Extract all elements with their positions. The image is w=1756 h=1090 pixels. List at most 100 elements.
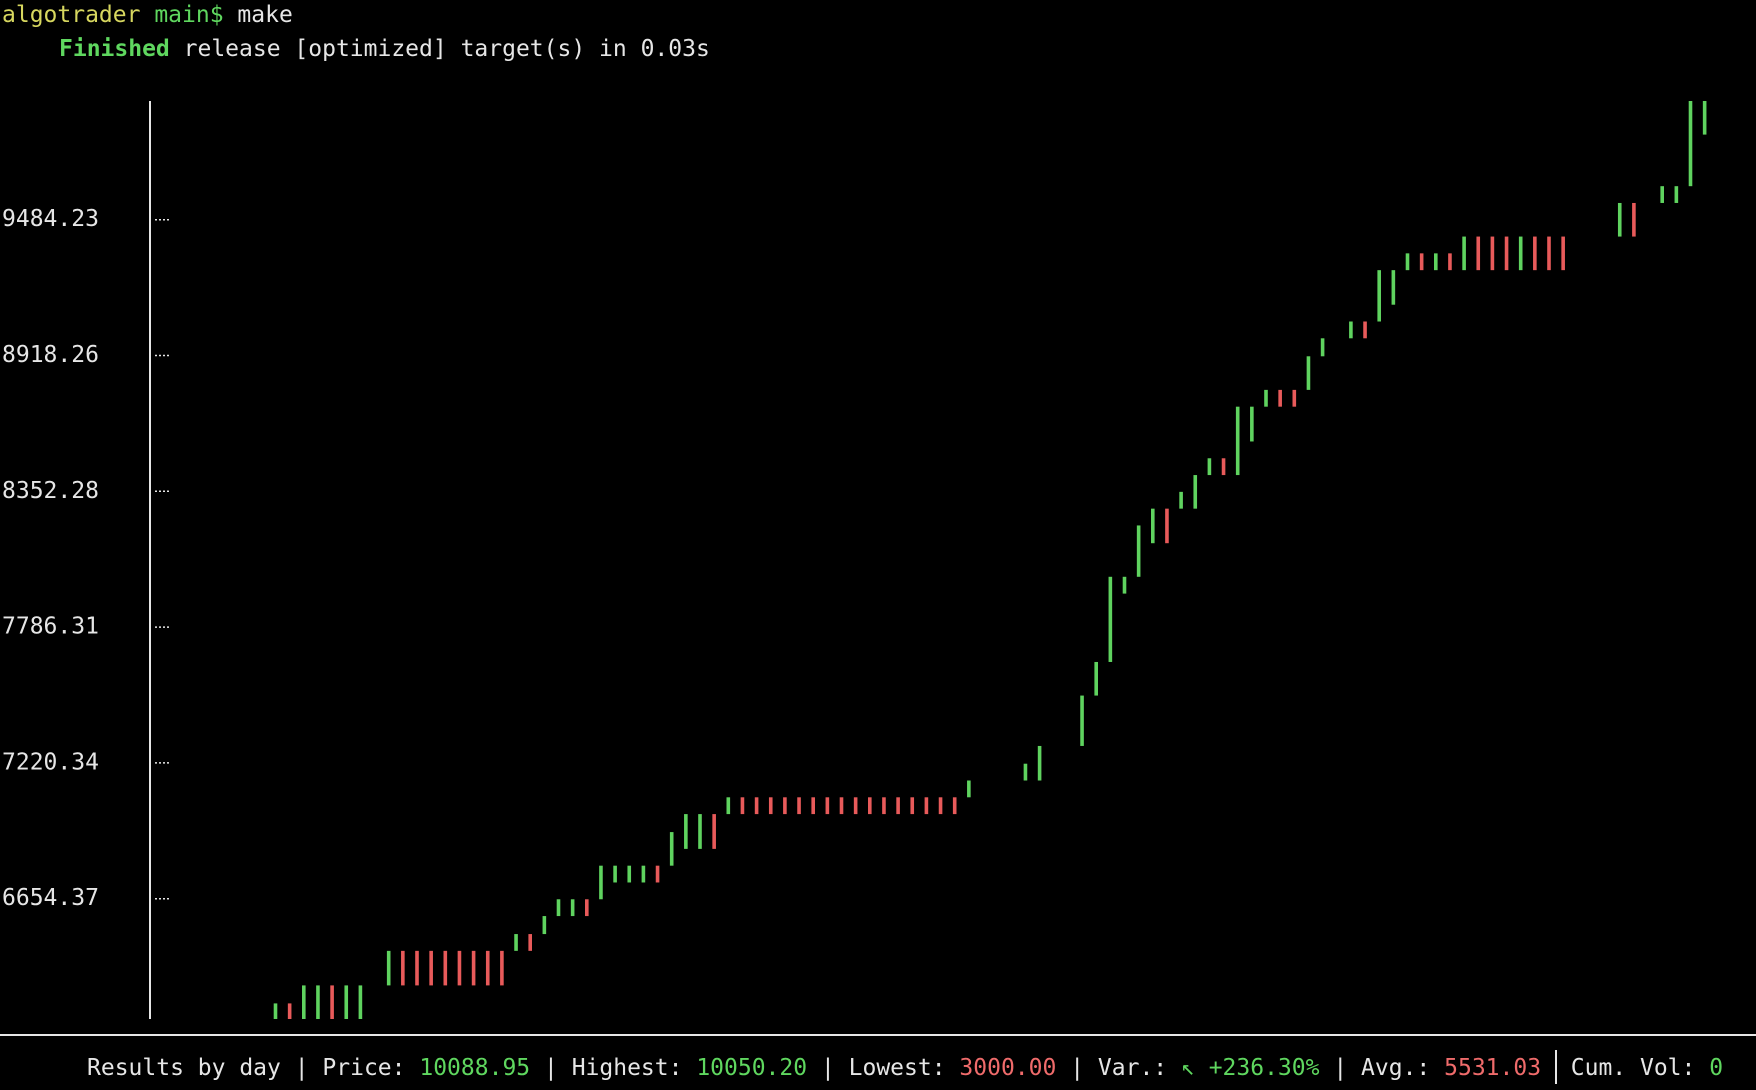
status-value: 10088.95 (419, 1055, 531, 1081)
candle (1448, 253, 1452, 271)
candle (514, 934, 518, 951)
candle (1292, 389, 1297, 407)
candle (1037, 745, 1042, 781)
candle (542, 916, 547, 935)
status-divider (1554, 1050, 1557, 1084)
candle (896, 797, 900, 815)
candle (570, 899, 575, 917)
status-label: Highest: (571, 1055, 683, 1081)
y-tick-label: 8918.26 (2, 342, 99, 368)
candle (1306, 356, 1311, 390)
status-value: 5531.03 (1444, 1055, 1542, 1081)
candle (1122, 576, 1127, 594)
candle (1235, 406, 1240, 476)
candle (1165, 508, 1169, 544)
candle (783, 797, 787, 815)
candle (585, 899, 589, 917)
candle (1094, 661, 1098, 696)
candle (1476, 236, 1481, 271)
candle (698, 814, 702, 849)
candle (882, 797, 886, 815)
prompt-command: make (237, 2, 293, 28)
candle (1151, 508, 1155, 544)
candle (358, 985, 363, 1019)
status-results: Results by day (87, 1055, 281, 1081)
candle (684, 814, 688, 849)
candle (952, 797, 957, 815)
candle (1547, 236, 1551, 271)
status-value: ↖ +236.30% (1181, 1055, 1320, 1081)
candle (712, 814, 716, 849)
status-label: Price: (322, 1055, 406, 1081)
candle (1561, 236, 1565, 271)
candle (471, 950, 476, 986)
candle (415, 950, 419, 986)
candle (1320, 338, 1325, 357)
prompt-branch: main$ (154, 2, 224, 28)
candle (1193, 475, 1198, 509)
candle (938, 797, 943, 815)
prompt-user: algotrader (2, 2, 141, 28)
candle (740, 797, 745, 815)
status-separator: | (1333, 1055, 1348, 1081)
candle (344, 985, 349, 1019)
candle (1632, 202, 1636, 237)
candle (401, 950, 405, 986)
candle (924, 797, 929, 815)
candle (1080, 695, 1084, 746)
candle (1207, 458, 1212, 476)
candle (1674, 186, 1679, 203)
status-value: 0 (1709, 1055, 1724, 1081)
status-label: Cum. Vol: (1570, 1055, 1696, 1081)
candle (457, 950, 462, 986)
status-label: Lowest: (848, 1055, 946, 1081)
candle (1264, 389, 1268, 407)
candle (302, 985, 306, 1019)
status-value: 10050.20 (696, 1055, 808, 1081)
candle (811, 797, 815, 815)
status-separator: | (294, 1055, 309, 1081)
candle (797, 797, 801, 815)
candle (1462, 236, 1466, 271)
candle (386, 950, 391, 986)
candle (1617, 202, 1622, 237)
candle (726, 797, 731, 815)
candle (627, 865, 632, 883)
candle (1533, 236, 1537, 271)
candle (1419, 253, 1424, 271)
status-value: 3000.00 (959, 1055, 1057, 1081)
candle (556, 899, 561, 917)
y-tick-label: 7220.34 (2, 749, 99, 775)
candle (1518, 236, 1523, 271)
candle (1179, 491, 1183, 509)
candle (1660, 186, 1664, 203)
candle (485, 950, 490, 986)
candle (1688, 101, 1693, 187)
status-label: Var.: (1097, 1055, 1168, 1081)
candle (1349, 321, 1353, 339)
candle (825, 797, 830, 815)
candle (330, 985, 334, 1019)
candle (1363, 321, 1367, 339)
candle (599, 865, 603, 900)
y-tick-label: 9484.23 (2, 206, 99, 232)
candle (641, 865, 646, 883)
candle (1023, 763, 1028, 781)
candle (287, 1003, 292, 1019)
candle (1490, 236, 1495, 271)
candle (1434, 253, 1438, 271)
candle (613, 865, 617, 883)
candle (1221, 458, 1226, 476)
candle (429, 950, 433, 986)
candle (839, 797, 844, 815)
candle (1108, 576, 1113, 662)
y-tick-label: 7786.31 (2, 614, 99, 640)
candle (443, 950, 448, 986)
status-label: Avg.: (1361, 1055, 1431, 1081)
candle (754, 797, 759, 815)
y-tick-label: 6654.37 (2, 885, 99, 911)
status-separator: | (1070, 1055, 1085, 1081)
candle (1504, 236, 1509, 271)
